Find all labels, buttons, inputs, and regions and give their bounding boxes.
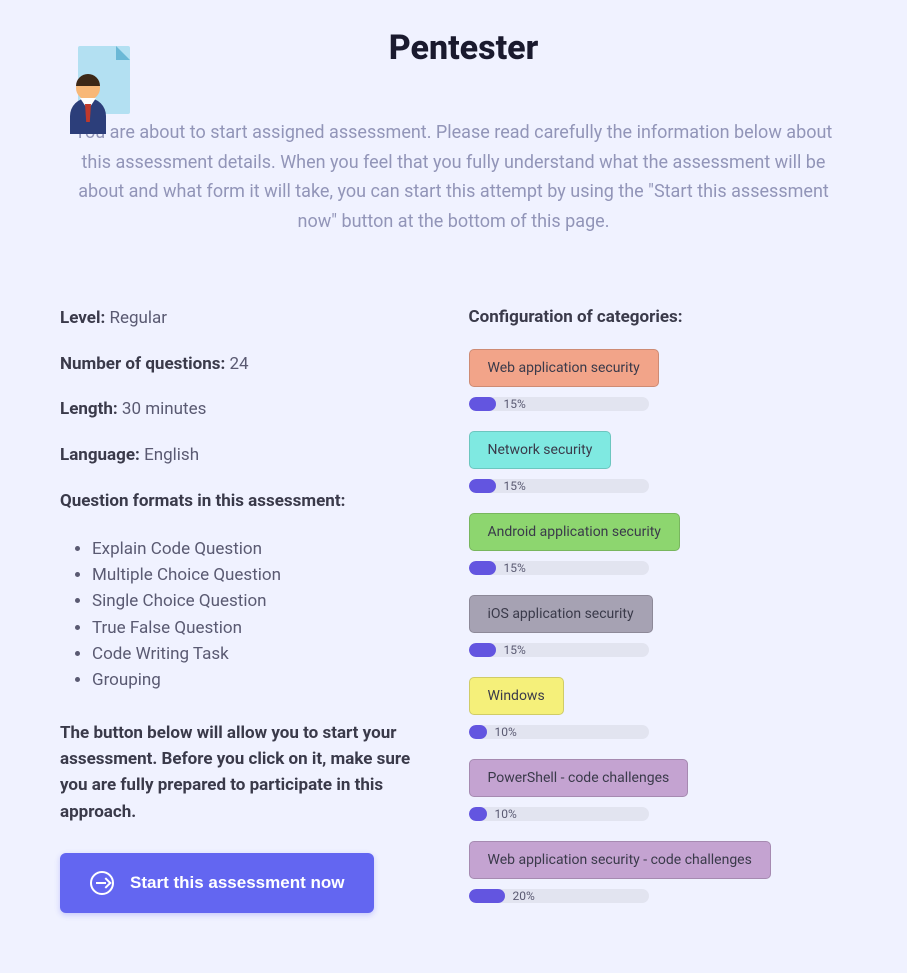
language-label: Language:	[60, 445, 140, 465]
category-progress: 15%	[469, 561, 848, 575]
formats-heading: Question formats in this assessment:	[60, 491, 345, 511]
language-row: Language: English	[60, 444, 439, 468]
categories-heading: Configuration of categories:	[469, 307, 848, 327]
category-tag: PowerShell - code challenges	[469, 759, 689, 797]
category-block: Web application security 15%	[469, 349, 848, 411]
format-item: True False Question	[92, 615, 439, 641]
length-row: Length: 30 minutes	[60, 398, 439, 422]
progress-fill	[469, 561, 496, 575]
category-block: Web application security - code challeng…	[469, 841, 848, 903]
level-value: Regular	[109, 308, 167, 328]
formats-heading-row: Question formats in this assessment:	[60, 490, 439, 514]
progress-track: 15%	[469, 397, 649, 411]
category-tag: iOS application security	[469, 595, 653, 633]
progress-fill	[469, 725, 487, 739]
start-button-label: Start this assessment now	[130, 873, 344, 893]
progress-fill	[469, 807, 487, 821]
progress-track: 10%	[469, 807, 649, 821]
category-progress: 20%	[469, 889, 848, 903]
category-tag: Web application security	[469, 349, 659, 387]
num-questions-value: 24	[229, 354, 248, 374]
categories-list: Web application security15%Network secur…	[469, 349, 848, 903]
category-block: Android application security 15%	[469, 513, 848, 575]
format-item: Single Choice Question	[92, 588, 439, 614]
progress-track: 20%	[469, 889, 649, 903]
category-tag: Android application security	[469, 513, 680, 551]
progress-fill	[469, 643, 496, 657]
progress-track: 15%	[469, 561, 649, 575]
progress-percent-label: 15%	[504, 397, 526, 411]
progress-track: 15%	[469, 643, 649, 657]
num-questions-label: Number of questions:	[60, 354, 225, 374]
progress-fill	[469, 479, 496, 493]
progress-percent-label: 10%	[495, 807, 517, 821]
formats-list: Explain Code QuestionMultiple Choice Que…	[60, 536, 439, 694]
category-block: Windows 10%	[469, 677, 848, 739]
format-item: Explain Code Question	[92, 536, 439, 562]
progress-percent-label: 15%	[504, 561, 526, 575]
level-label: Level:	[60, 308, 105, 328]
category-progress: 15%	[469, 397, 848, 411]
category-tag: Windows	[469, 677, 564, 715]
intro-text: You are about to start assigned assessme…	[60, 118, 847, 237]
category-progress: 10%	[469, 725, 848, 739]
header: Pentester	[60, 28, 847, 68]
level-row: Level: Regular	[60, 307, 439, 331]
length-value: 30 minutes	[122, 399, 206, 419]
progress-track: 15%	[469, 479, 649, 493]
categories-column: Configuration of categories: Web applica…	[469, 307, 848, 923]
progress-fill	[469, 397, 496, 411]
progress-percent-label: 15%	[504, 479, 526, 493]
progress-percent-label: 15%	[504, 643, 526, 657]
category-progress: 10%	[469, 807, 848, 821]
details-column: Level: Regular Number of questions: 24 L…	[60, 307, 439, 923]
content-columns: Level: Regular Number of questions: 24 L…	[60, 307, 847, 923]
category-tag: Web application security - code challeng…	[469, 841, 771, 879]
progress-percent-label: 10%	[495, 725, 517, 739]
format-item: Multiple Choice Question	[92, 562, 439, 588]
category-tag: Network security	[469, 431, 612, 469]
start-assessment-button[interactable]: Start this assessment now	[60, 853, 374, 913]
format-item: Code Writing Task	[92, 641, 439, 667]
progress-track: 10%	[469, 725, 649, 739]
progress-fill	[469, 889, 505, 903]
language-value: English	[144, 445, 199, 465]
category-block: Network security 15%	[469, 431, 848, 493]
progress-percent-label: 20%	[513, 889, 535, 903]
category-block: iOS application security 15%	[469, 595, 848, 657]
page-title: Pentester	[80, 28, 847, 68]
num-questions-row: Number of questions: 24	[60, 353, 439, 377]
arrow-circle-right-icon	[90, 871, 114, 895]
format-item: Grouping	[92, 667, 439, 693]
length-label: Length:	[60, 399, 118, 419]
category-block: PowerShell - code challenges 10%	[469, 759, 848, 821]
category-progress: 15%	[469, 643, 848, 657]
category-progress: 15%	[469, 479, 848, 493]
start-warning: The button below will allow you to start…	[60, 720, 439, 825]
